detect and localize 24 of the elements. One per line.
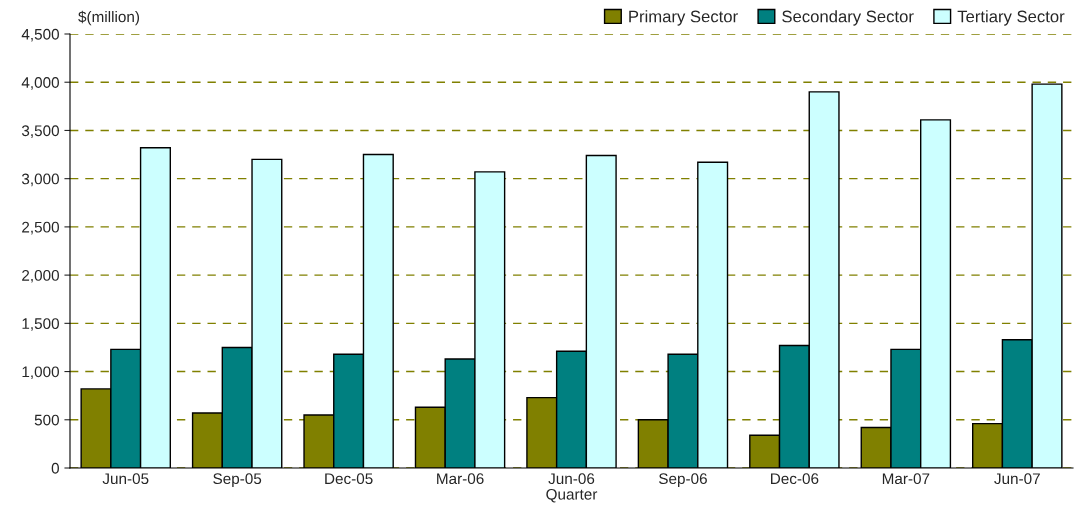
y-tick-label: 500 (34, 414, 59, 426)
y-tick-label: 1,500 (22, 318, 59, 331)
x-tick-label: Dec-06 (771, 473, 819, 485)
y-tick-label: 2,000 (22, 269, 59, 283)
x-tick-label: Sep-05 (213, 473, 262, 488)
y-axis-title: $(million) (78, 10, 140, 26)
x-tick-label: Jun-07 (994, 473, 1040, 485)
y-tick-label: 0 (51, 462, 59, 474)
x-tick-label: Sep-06 (659, 473, 707, 488)
x-tick-label: Jun-05 (102, 473, 149, 485)
x-axis-title: Quarter (546, 488, 598, 503)
y-tick-label: 3,500 (21, 125, 59, 138)
legend-label: Secondary Sector (782, 10, 914, 26)
x-tick-label: Dec-05 (325, 473, 373, 485)
x-tick-label: Jun-06 (548, 473, 595, 485)
y-tick-label: 4,500 (21, 28, 59, 42)
y-tick-label: 4,000 (21, 77, 59, 90)
y-tick-label: 2,500 (22, 221, 59, 235)
legend-label: Primary Sector (629, 10, 738, 26)
x-tick-label: Mar-07 (882, 473, 930, 485)
x-tick-label: Mar-06 (437, 473, 484, 485)
legend-label: Tertiary Sector (957, 10, 1065, 26)
y-tick-label: 3,000 (21, 173, 59, 187)
y-tick-label: 1,000 (22, 366, 59, 380)
